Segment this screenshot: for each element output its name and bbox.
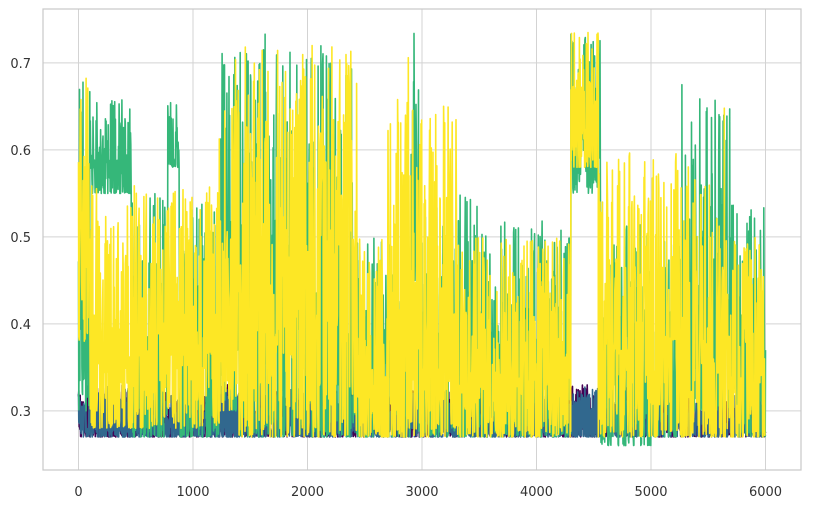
x-tick-label: 0 <box>74 485 82 500</box>
y-tick-label: 0.5 <box>10 231 31 246</box>
y-tick-label: 0.7 <box>10 57 31 72</box>
series-line-4 <box>77 31 766 438</box>
y-tick-label: 0.6 <box>10 144 31 159</box>
x-tick-label: 2000 <box>291 485 324 500</box>
x-tick-label: 4000 <box>520 485 553 500</box>
y-tick-label: 0.4 <box>10 318 31 333</box>
x-tick-label: 3000 <box>405 485 438 500</box>
y-tick-label: 0.3 <box>10 405 31 420</box>
series-group <box>77 31 767 447</box>
x-tick-label: 6000 <box>749 485 782 500</box>
x-tick-label: 5000 <box>634 485 667 500</box>
y-axis-tick-labels: 0.3 0.4 0.5 0.6 0.7 <box>10 57 31 420</box>
x-axis-tick-labels: 0 1000 2000 3000 4000 5000 6000 <box>74 485 782 500</box>
x-tick-label: 1000 <box>176 485 209 500</box>
plot-frame <box>42 8 802 471</box>
